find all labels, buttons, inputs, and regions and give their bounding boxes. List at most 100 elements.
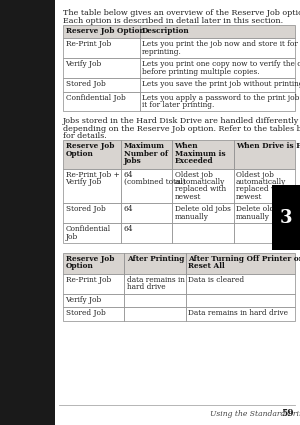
Bar (63, 91, 140, 111)
Text: Data is cleared: Data is cleared (188, 276, 244, 284)
Bar (63, 140, 121, 169)
Text: Verify Job: Verify Job (65, 296, 102, 303)
Bar (140, 25, 295, 38)
Bar (124, 294, 186, 307)
Text: Description: Description (142, 27, 190, 35)
Text: manually: manually (236, 213, 270, 221)
Text: Jobs stored in the Hard Disk Drive are handled differently: Jobs stored in the Hard Disk Drive are h… (63, 117, 299, 125)
Bar (186, 307, 295, 320)
Bar (233, 169, 295, 203)
Bar (55, 0, 300, 425)
Text: 3: 3 (280, 209, 292, 227)
Text: replaced with: replaced with (236, 185, 287, 193)
Text: newest: newest (236, 193, 262, 201)
Text: Number of: Number of (124, 150, 168, 158)
Text: Stored Job: Stored Job (65, 205, 105, 213)
Bar (63, 223, 121, 243)
Text: Reserve Job: Reserve Job (65, 142, 114, 150)
Bar (233, 223, 295, 243)
Text: Maximum: Maximum (124, 142, 164, 150)
Text: reprinting.: reprinting. (142, 48, 182, 56)
Text: Oldest job: Oldest job (236, 170, 274, 178)
Text: Stored Job: Stored Job (65, 80, 105, 88)
Text: Oldest job: Oldest job (175, 170, 212, 178)
Text: Lets you print one copy now to verify the content: Lets you print one copy now to verify th… (142, 60, 300, 68)
Text: 64: 64 (124, 225, 133, 233)
Bar (63, 253, 124, 274)
Bar (186, 294, 295, 307)
Bar (172, 140, 233, 169)
Text: Re-Print Job: Re-Print Job (65, 40, 111, 48)
Bar (233, 203, 295, 223)
Text: it for later printing.: it for later printing. (142, 101, 214, 109)
Bar (186, 274, 295, 294)
Text: Option: Option (65, 150, 93, 158)
Text: manually: manually (175, 213, 208, 221)
Text: After Turning Off Printer or Using: After Turning Off Printer or Using (188, 255, 300, 263)
Text: The table below gives an overview of the Reserve Job options.: The table below gives an overview of the… (63, 9, 300, 17)
Text: replaced with: replaced with (175, 185, 226, 193)
Bar (233, 140, 295, 169)
Text: 64: 64 (124, 170, 133, 178)
Text: 59: 59 (282, 410, 294, 419)
Text: Reset All: Reset All (188, 262, 225, 270)
Bar (63, 169, 121, 203)
Text: depending on the Reserve Job option. Refer to the tables below: depending on the Reserve Job option. Ref… (63, 125, 300, 133)
Text: Verify Job: Verify Job (65, 178, 102, 186)
Text: When: When (175, 142, 198, 150)
Bar (124, 253, 186, 274)
Text: Delete old jobs: Delete old jobs (175, 205, 230, 213)
Bar (186, 253, 295, 274)
Bar (140, 58, 295, 78)
Text: Reserve Job Option: Reserve Job Option (65, 27, 144, 35)
Bar (63, 274, 124, 294)
Text: for details.: for details. (63, 132, 107, 140)
Text: Confidential: Confidential (65, 225, 111, 233)
Text: Jobs: Jobs (124, 157, 141, 165)
Text: Job: Job (65, 232, 78, 241)
Bar (0, 0, 55, 425)
Bar (121, 140, 172, 169)
Text: Re-Print Job +: Re-Print Job + (65, 170, 119, 178)
Text: After Printing: After Printing (127, 255, 184, 263)
Text: Stored Job: Stored Job (65, 309, 105, 317)
Bar (172, 169, 233, 203)
Bar (63, 78, 140, 91)
Text: Using the Standard Printer Software: Using the Standard Printer Software (210, 410, 300, 418)
Bar (121, 169, 172, 203)
Text: Each option is described in detail later in this section.: Each option is described in detail later… (63, 17, 283, 25)
Bar (140, 78, 295, 91)
Text: automatically: automatically (236, 178, 286, 186)
Text: Re-Print Job: Re-Print Job (65, 276, 111, 284)
Bar (63, 58, 140, 78)
Text: Maximum is: Maximum is (175, 150, 225, 158)
Bar (63, 307, 124, 320)
Text: Exceeded: Exceeded (175, 157, 213, 165)
Text: Confidential Job: Confidential Job (65, 94, 125, 102)
Bar (140, 91, 295, 111)
Text: Data remains in hard drive: Data remains in hard drive (188, 309, 289, 317)
Text: before printing multiple copies.: before printing multiple copies. (142, 68, 260, 76)
Bar (172, 203, 233, 223)
Bar (140, 38, 295, 58)
Bar (121, 203, 172, 223)
Bar (63, 203, 121, 223)
Bar (272, 185, 300, 250)
Text: 64: 64 (124, 205, 133, 213)
Text: (combined total): (combined total) (124, 178, 185, 186)
Bar (172, 223, 233, 243)
Text: data remains in: data remains in (127, 276, 185, 284)
Bar (124, 307, 186, 320)
Text: Option: Option (65, 262, 93, 270)
Bar (124, 274, 186, 294)
Text: When Drive is Full: When Drive is Full (236, 142, 300, 150)
Text: Lets you print the job now and store it for later: Lets you print the job now and store it … (142, 40, 300, 48)
Text: Delete old jobs: Delete old jobs (236, 205, 292, 213)
Bar (63, 25, 140, 38)
Text: Reserve Job: Reserve Job (65, 255, 114, 263)
Text: Lets you save the print job without printing it now.: Lets you save the print job without prin… (142, 80, 300, 88)
Text: automatically: automatically (175, 178, 225, 186)
Text: Verify Job: Verify Job (65, 60, 102, 68)
Bar (121, 223, 172, 243)
Text: hard drive: hard drive (127, 283, 166, 291)
